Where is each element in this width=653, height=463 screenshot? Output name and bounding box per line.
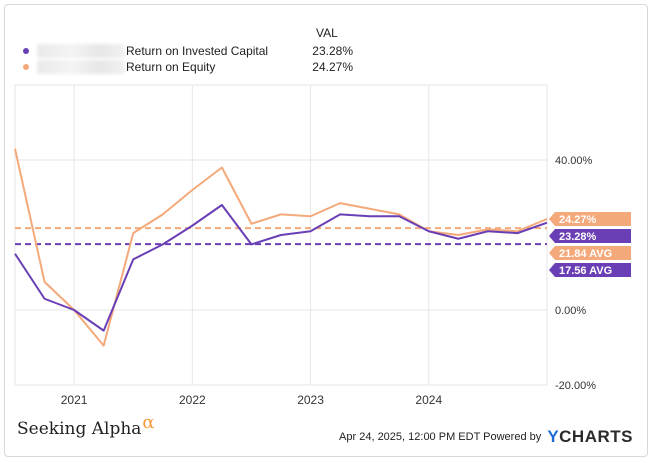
x-tick-label: 2022 xyxy=(179,393,206,407)
x-tick-label: 2024 xyxy=(415,393,442,407)
x-tick-label: 2021 xyxy=(61,393,88,407)
seeking-alpha-logo: Seeking Alphaα xyxy=(17,412,155,439)
ycharts-logo[interactable]: YCHARTS xyxy=(547,427,633,446)
roe-end-value-label-bg xyxy=(549,211,631,226)
legend-series-value: 23.28% xyxy=(312,44,353,58)
series-color-dot xyxy=(23,64,29,70)
legend: VAL Return on Invested Capital 23.28% Re… xyxy=(5,5,647,85)
roic-average-label-bg xyxy=(549,262,631,277)
ycharts-logo-text: CHARTS xyxy=(559,427,633,446)
y-tick-label: 0.00% xyxy=(555,305,586,317)
legend-series-name: Return on Equity xyxy=(126,60,216,74)
legend-item-roe[interactable]: Return on Equity 24.27% xyxy=(23,59,353,75)
powered-by-label: Powered by xyxy=(483,431,542,443)
series-line xyxy=(14,204,548,332)
series-color-dot xyxy=(23,48,29,54)
ycharts-logo-mark: Y xyxy=(547,427,560,446)
y-tick-label: -20.00% xyxy=(555,380,596,392)
y-tick-label: 40.00% xyxy=(555,155,593,167)
x-tick-label: 2023 xyxy=(297,393,324,407)
roe-average-label: 21.84 AVG xyxy=(559,248,612,260)
legend-item-roic[interactable]: Return on Invested Capital 23.28% xyxy=(23,43,353,59)
redacted-ticker-label xyxy=(37,60,125,74)
roic-end-value-label: 23.28% xyxy=(559,231,597,243)
timestamp: Apr 24, 2025, 12:00 PM EDT xyxy=(339,431,481,443)
roic-end-value-label-bg xyxy=(549,228,631,243)
redacted-ticker-label xyxy=(37,44,125,58)
chart-frame: VAL Return on Invested Capital 23.28% Re… xyxy=(4,4,648,457)
legend-series-name: Return on Invested Capital xyxy=(126,44,269,58)
roic-average-label: 17.56 AVG xyxy=(559,265,612,277)
legend-value-header: VAL xyxy=(316,26,338,40)
logo-text: Seeking Alpha xyxy=(17,419,142,439)
chart-footer: Apr 24, 2025, 12:00 PM EDT Powered by YC… xyxy=(339,425,633,446)
alpha-symbol-icon: α xyxy=(142,412,155,433)
roe-end-value-label: 24.27% xyxy=(559,214,597,226)
legend-series-value: 24.27% xyxy=(312,60,353,74)
roe-average-label-bg xyxy=(549,245,631,260)
series-line xyxy=(14,148,548,347)
line-chart: 40.00% 0.00% -20.00% 2021 2022 2023 2024 24.27%… xyxy=(14,84,631,407)
